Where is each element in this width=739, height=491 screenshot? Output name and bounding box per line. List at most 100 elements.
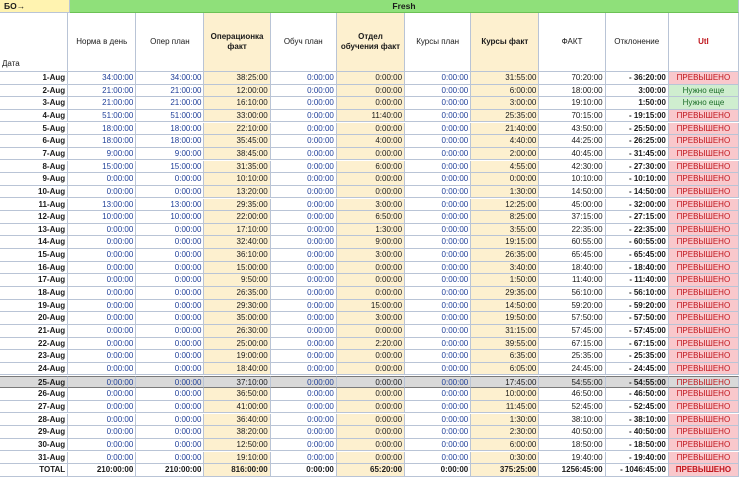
utl-status-cell[interactable]: ПРЕВЫШЕНО	[668, 287, 739, 300]
header-fact[interactable]: ФАКТ	[539, 13, 606, 72]
oper-fact-cell[interactable]: 29:30:00	[204, 299, 271, 313]
oper-fact-cell[interactable]: 35:00:00	[204, 312, 271, 325]
courses-plan-cell[interactable]: 0:00:00	[405, 362, 472, 376]
total-fact-cell[interactable]: 1256:45:00	[539, 464, 606, 477]
oper-plan-cell[interactable]: 0:00:00	[136, 236, 205, 249]
deviation-cell[interactable]: - 11:40:00	[605, 274, 669, 287]
utl-status-cell[interactable]: ПРЕВЫШЕНО	[668, 451, 739, 464]
norm-cell[interactable]: 21:00:00	[68, 84, 137, 98]
courses-plan-cell[interactable]: 0:00:00	[405, 223, 472, 237]
training-plan-cell[interactable]: 0:00:00	[270, 211, 337, 224]
norm-cell[interactable]: 18:00:00	[68, 122, 137, 136]
oper-fact-cell[interactable]: 19:10:00	[204, 451, 271, 464]
utl-status-cell[interactable]: ПРЕВЫШЕНО	[668, 249, 739, 262]
utl-status-cell[interactable]: ПРЕВЫШЕНО	[668, 426, 739, 439]
courses-plan-cell[interactable]: 0:00:00	[405, 261, 472, 275]
total-courses-fact-cell[interactable]: 375:25:00	[471, 464, 540, 477]
fact-cell[interactable]: 18:40:00	[539, 261, 606, 275]
training-plan-cell[interactable]: 0:00:00	[270, 84, 337, 98]
courses-plan-cell[interactable]: 0:00:00	[405, 198, 472, 211]
oper-fact-cell[interactable]: 41:00:00	[204, 400, 271, 414]
fact-cell[interactable]: 57:50:00	[539, 312, 606, 325]
courses-fact-cell[interactable]: 2:00:00	[471, 147, 540, 161]
date-header[interactable]: Дата	[0, 13, 69, 72]
oper-fact-cell[interactable]: 36:50:00	[204, 388, 271, 401]
utl-status-cell[interactable]: ПРЕВЫШЕНО	[668, 173, 739, 186]
oper-fact-cell[interactable]: 33:00:00	[204, 109, 271, 123]
utl-status-cell[interactable]: ПРЕВЫШЕНО	[668, 299, 739, 313]
date-cell[interactable]: 15-Aug	[0, 249, 69, 262]
training-fact-cell[interactable]: 0:00:00	[336, 173, 406, 186]
date-cell[interactable]: 27-Aug	[0, 400, 69, 414]
utl-status-cell[interactable]: ПРЕВЫШЕНО	[668, 261, 739, 275]
training-plan-cell[interactable]: 0:00:00	[270, 325, 337, 338]
norm-cell[interactable]: 0:00:00	[68, 388, 137, 401]
oper-fact-cell[interactable]: 26:35:00	[204, 287, 271, 300]
norm-cell[interactable]: 0:00:00	[68, 261, 137, 275]
oper-plan-cell[interactable]: 0:00:00	[136, 299, 205, 313]
training-fact-cell[interactable]: 2:20:00	[336, 337, 406, 351]
fact-cell[interactable]: 18:00:00	[539, 84, 606, 98]
utl-status-cell[interactable]: ПРЕВЫШЕНО	[668, 362, 739, 376]
training-fact-cell[interactable]: 0:00:00	[336, 400, 406, 414]
date-cell[interactable]: 3-Aug	[0, 97, 69, 110]
courses-plan-cell[interactable]: 0:00:00	[405, 122, 472, 136]
training-plan-cell[interactable]: 0:00:00	[270, 223, 337, 237]
oper-plan-cell[interactable]: 15:00:00	[136, 160, 205, 174]
courses-plan-cell[interactable]: 0:00:00	[405, 299, 472, 313]
fact-cell[interactable]: 42:30:00	[539, 160, 606, 174]
norm-cell[interactable]: 9:00:00	[68, 147, 137, 161]
oper-plan-cell[interactable]: 0:00:00	[136, 413, 205, 427]
date-cell[interactable]: 17-Aug	[0, 274, 69, 287]
fact-cell[interactable]: 57:45:00	[539, 325, 606, 338]
courses-plan-cell[interactable]: 0:00:00	[405, 185, 472, 199]
training-plan-cell[interactable]: 0:00:00	[270, 122, 337, 136]
total-utl-status-cell[interactable]: ПРЕВЫШЕНО	[668, 464, 739, 477]
courses-fact-cell[interactable]: 6:35:00	[471, 350, 540, 363]
oper-plan-cell[interactable]: 51:00:00	[136, 109, 205, 123]
training-plan-cell[interactable]: 0:00:00	[270, 72, 337, 85]
date-cell[interactable]: 23-Aug	[0, 350, 69, 363]
deviation-cell[interactable]: - 38:10:00	[605, 413, 669, 427]
courses-plan-cell[interactable]: 0:00:00	[405, 173, 472, 186]
oper-plan-cell[interactable]: 0:00:00	[136, 375, 205, 389]
date-cell[interactable]: 7-Aug	[0, 147, 69, 161]
courses-plan-cell[interactable]: 0:00:00	[405, 249, 472, 262]
training-fact-cell[interactable]: 1:30:00	[336, 223, 406, 237]
deviation-cell[interactable]: - 57:45:00	[605, 325, 669, 338]
courses-plan-cell[interactable]: 0:00:00	[405, 109, 472, 123]
training-plan-cell[interactable]: 0:00:00	[270, 337, 337, 351]
training-fact-cell[interactable]: 0:00:00	[336, 185, 406, 199]
deviation-cell[interactable]: - 67:15:00	[605, 337, 669, 351]
header-deviation[interactable]: Отклонение	[605, 13, 669, 72]
utl-status-cell[interactable]: ПРЕВЫШЕНО	[668, 312, 739, 325]
header-oper-plan[interactable]: Опер план	[136, 13, 205, 72]
oper-plan-cell[interactable]: 10:00:00	[136, 211, 205, 224]
date-cell[interactable]: 20-Aug	[0, 312, 69, 325]
deviation-cell[interactable]: - 27:15:00	[605, 211, 669, 224]
utl-status-cell[interactable]: ПРЕВЫШЕНО	[668, 413, 739, 427]
courses-plan-cell[interactable]: 0:00:00	[405, 72, 472, 85]
fact-cell[interactable]: 22:35:00	[539, 223, 606, 237]
fact-cell[interactable]: 43:50:00	[539, 122, 606, 136]
training-plan-cell[interactable]: 0:00:00	[270, 413, 337, 427]
norm-cell[interactable]: 21:00:00	[68, 97, 137, 110]
oper-plan-cell[interactable]: 0:00:00	[136, 388, 205, 401]
training-fact-cell[interactable]: 3:00:00	[336, 198, 406, 211]
training-fact-cell[interactable]: 0:00:00	[336, 84, 406, 98]
training-fact-cell[interactable]: 0:00:00	[336, 261, 406, 275]
oper-fact-cell[interactable]: 16:10:00	[204, 97, 271, 110]
fact-cell[interactable]: 38:10:00	[539, 413, 606, 427]
deviation-cell[interactable]: - 24:45:00	[605, 362, 669, 376]
norm-cell[interactable]: 0:00:00	[68, 185, 137, 199]
fact-cell[interactable]: 54:55:00	[539, 375, 606, 389]
oper-plan-cell[interactable]: 13:00:00	[136, 198, 205, 211]
oper-fact-cell[interactable]: 19:00:00	[204, 350, 271, 363]
training-fact-cell[interactable]: 0:00:00	[336, 97, 406, 110]
norm-cell[interactable]: 0:00:00	[68, 426, 137, 439]
courses-plan-cell[interactable]: 0:00:00	[405, 400, 472, 414]
norm-cell[interactable]: 0:00:00	[68, 299, 137, 313]
courses-plan-cell[interactable]: 0:00:00	[405, 312, 472, 325]
date-cell[interactable]: 8-Aug	[0, 160, 69, 174]
courses-fact-cell[interactable]: 10:00:00	[471, 388, 540, 401]
